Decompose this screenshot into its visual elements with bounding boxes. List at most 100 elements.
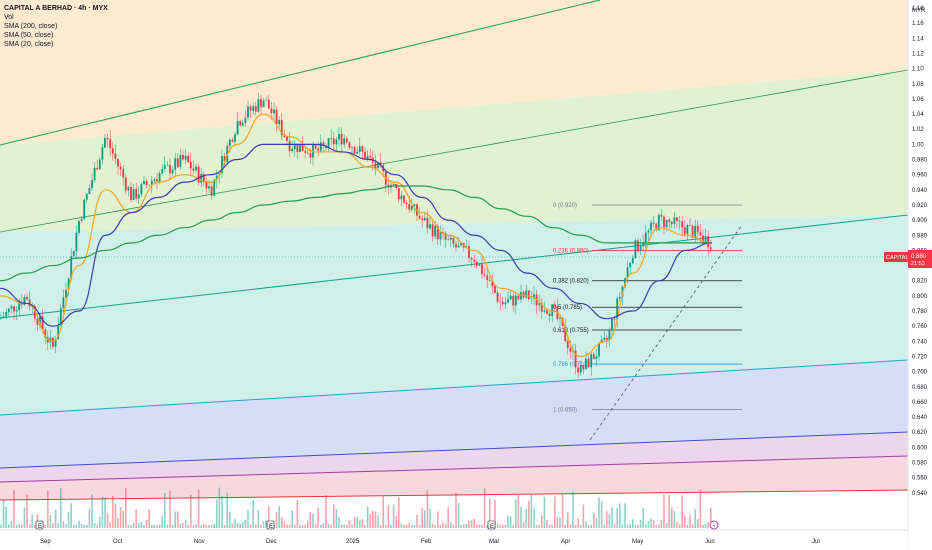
volume-bar bbox=[249, 524, 252, 528]
volume-bar bbox=[608, 514, 611, 528]
volume-bar bbox=[231, 523, 234, 528]
volume-bar bbox=[574, 524, 577, 528]
svg-text:21:53: 21:53 bbox=[911, 261, 925, 267]
dividend-lightning-icon[interactable]: ⚡ bbox=[709, 520, 719, 530]
candle-body bbox=[696, 225, 699, 233]
sma20-line[interactable] bbox=[0, 113, 713, 358]
candle-body bbox=[239, 120, 242, 126]
candle-body bbox=[280, 120, 283, 136]
volume-bar bbox=[382, 495, 384, 528]
volume-bar bbox=[517, 495, 520, 528]
candle-body bbox=[317, 148, 320, 151]
candle-body bbox=[626, 267, 629, 278]
volume-bar bbox=[294, 524, 296, 528]
legend-volume[interactable]: Vol bbox=[4, 14, 14, 21]
candle-body bbox=[569, 348, 572, 352]
candle-body bbox=[41, 316, 44, 330]
volume-bar bbox=[57, 523, 59, 528]
candle-body bbox=[496, 292, 499, 302]
candle-body bbox=[182, 154, 184, 160]
candle-body bbox=[397, 187, 400, 200]
channel-line-upper bbox=[0, 69, 908, 233]
candle-body bbox=[7, 308, 10, 312]
earnings-marker[interactable]: E bbox=[35, 520, 44, 530]
volume-bar bbox=[247, 509, 249, 528]
volume-bar bbox=[470, 520, 473, 528]
candle-body bbox=[546, 310, 548, 314]
volume-bar bbox=[8, 524, 10, 528]
volume-bar bbox=[611, 507, 613, 528]
candle-body bbox=[470, 257, 473, 260]
candle-body bbox=[345, 138, 348, 143]
time-axis[interactable] bbox=[0, 530, 908, 550]
legend-sma200[interactable]: SMA (200, close) bbox=[4, 23, 58, 30]
legend-sma50[interactable]: SMA (50, close) bbox=[4, 32, 54, 39]
candle-body bbox=[5, 311, 8, 317]
candle-body bbox=[689, 225, 691, 226]
volume-bar bbox=[127, 524, 130, 528]
volume-bar bbox=[681, 495, 683, 528]
candle-body bbox=[444, 232, 447, 240]
volume-bar bbox=[88, 508, 91, 528]
price-axis[interactable] bbox=[908, 0, 932, 550]
sma200-line[interactable] bbox=[0, 185, 712, 282]
chart-title[interactable]: CAPITAL A BERHAD · 4h · MYX bbox=[4, 5, 108, 12]
volume-bar bbox=[528, 500, 530, 528]
candle-body bbox=[590, 354, 593, 368]
candle-body bbox=[244, 117, 247, 123]
fib-level-label: 1 (0.650) bbox=[553, 408, 577, 414]
volume-bar bbox=[408, 522, 410, 528]
volume-bar bbox=[179, 523, 182, 528]
volume-bar bbox=[296, 500, 299, 528]
svg-text:CAPITALA: CAPITALA bbox=[886, 255, 913, 261]
candle-body bbox=[514, 295, 517, 306]
volume-bar bbox=[403, 524, 405, 528]
candle-body bbox=[413, 204, 416, 207]
candle-body bbox=[457, 245, 460, 248]
volume-bar bbox=[632, 519, 634, 528]
volume-bar bbox=[169, 490, 171, 528]
candle-body bbox=[423, 218, 426, 221]
candle-body bbox=[309, 153, 312, 158]
candle-body bbox=[44, 329, 47, 338]
candle-body bbox=[709, 247, 712, 250]
candle-body bbox=[481, 264, 483, 275]
candle-body bbox=[106, 137, 109, 140]
volume-bar bbox=[86, 524, 88, 528]
trend-line-dashed[interactable] bbox=[589, 224, 743, 441]
volume-bar bbox=[405, 525, 408, 528]
candle-body bbox=[252, 106, 255, 111]
volume-bar bbox=[676, 522, 678, 528]
price-tick-label: 0.700 bbox=[912, 370, 928, 376]
candle-body bbox=[314, 144, 317, 149]
price-tick-label: 1.08 bbox=[912, 82, 924, 88]
candle-body bbox=[499, 301, 502, 303]
candle-body bbox=[699, 232, 702, 236]
candle-body bbox=[702, 235, 704, 243]
legend-sma20[interactable]: SMA (20, close) bbox=[4, 41, 54, 48]
volume-bar bbox=[174, 511, 176, 528]
price-tick-label: 0.760 bbox=[912, 324, 928, 330]
earnings-marker[interactable]: E bbox=[487, 520, 496, 530]
volume-bar bbox=[327, 523, 330, 528]
candle-body bbox=[335, 139, 338, 145]
svg-text:E: E bbox=[490, 524, 494, 530]
volume-bar bbox=[650, 518, 652, 528]
earnings-marker[interactable]: E bbox=[266, 520, 275, 530]
candle-body bbox=[265, 99, 268, 101]
candle-body bbox=[439, 231, 442, 240]
sma50-line[interactable] bbox=[0, 143, 713, 327]
candle-body bbox=[512, 295, 515, 306]
volume-bar bbox=[145, 519, 148, 528]
price-tick-label: 0.720 bbox=[912, 354, 928, 360]
volume-bar bbox=[546, 519, 548, 528]
candle-body bbox=[491, 280, 494, 286]
volume-bar bbox=[346, 524, 348, 528]
candle-body bbox=[660, 214, 663, 217]
volume-bar bbox=[200, 524, 202, 528]
candle-body bbox=[704, 236, 707, 243]
time-tick-label: Apr bbox=[561, 539, 570, 545]
volume-bar bbox=[691, 524, 694, 528]
candle-body bbox=[267, 99, 270, 109]
